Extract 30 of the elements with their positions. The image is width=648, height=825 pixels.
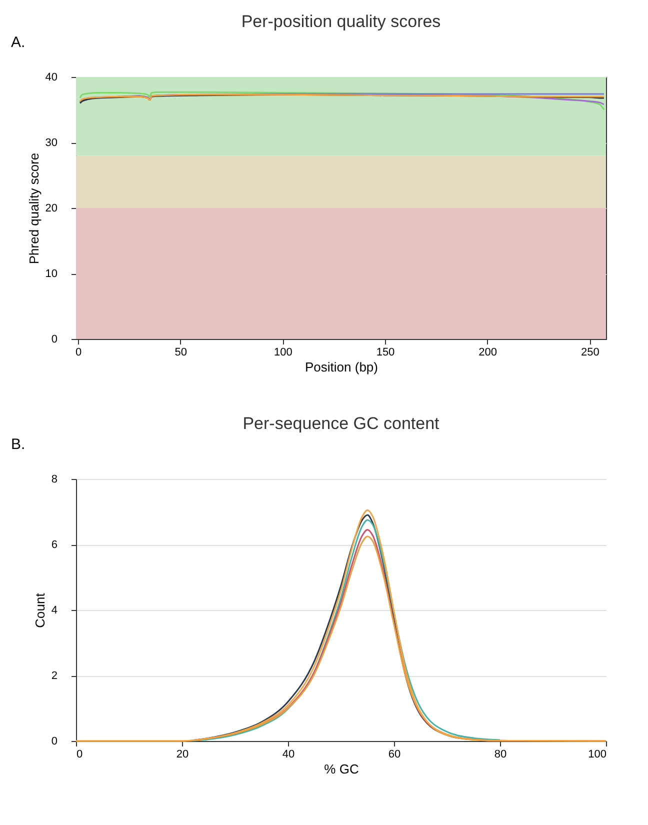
x-tick-label: 100 [588,748,606,760]
x-tick-label: 0 [75,346,82,358]
x-tick-label: 200 [478,346,497,358]
y-tick-label: 30 [45,137,58,149]
x-tick-label: 80 [494,748,507,760]
x-tick-label: 20 [176,748,189,760]
x-axis-title: Position (bp) [305,360,378,374]
y-axis-title: Count [32,592,48,628]
x-tick-label: 150 [376,346,395,358]
x-axis-title: % GC [324,762,359,776]
text: B. [11,436,26,453]
x-tick-label: 250 [580,346,600,358]
x-tick-label: 100 [274,346,292,358]
y-tick-label: 0 [51,736,58,748]
chart-title: Per-position quality scores [241,12,441,31]
x-tick-label: 0 [76,748,83,760]
y-tick-label: 0 [51,334,58,346]
y-axis-title: Phred quality score [26,152,42,264]
x-tick-label: 40 [282,748,295,760]
y-tick-label: 6 [51,539,58,551]
y-tick-label: 10 [45,268,58,280]
x-tick-label: 60 [388,748,401,760]
x-tick-label: 50 [174,346,187,358]
y-tick-label: 8 [51,474,58,486]
chart-title: Per-sequence GC content [242,414,440,433]
y-tick-label: 20 [45,202,58,214]
y-tick-label: 2 [51,670,58,682]
text: A. [11,34,26,51]
y-tick-label: 40 [45,72,58,84]
y-tick-label: 4 [51,604,58,616]
